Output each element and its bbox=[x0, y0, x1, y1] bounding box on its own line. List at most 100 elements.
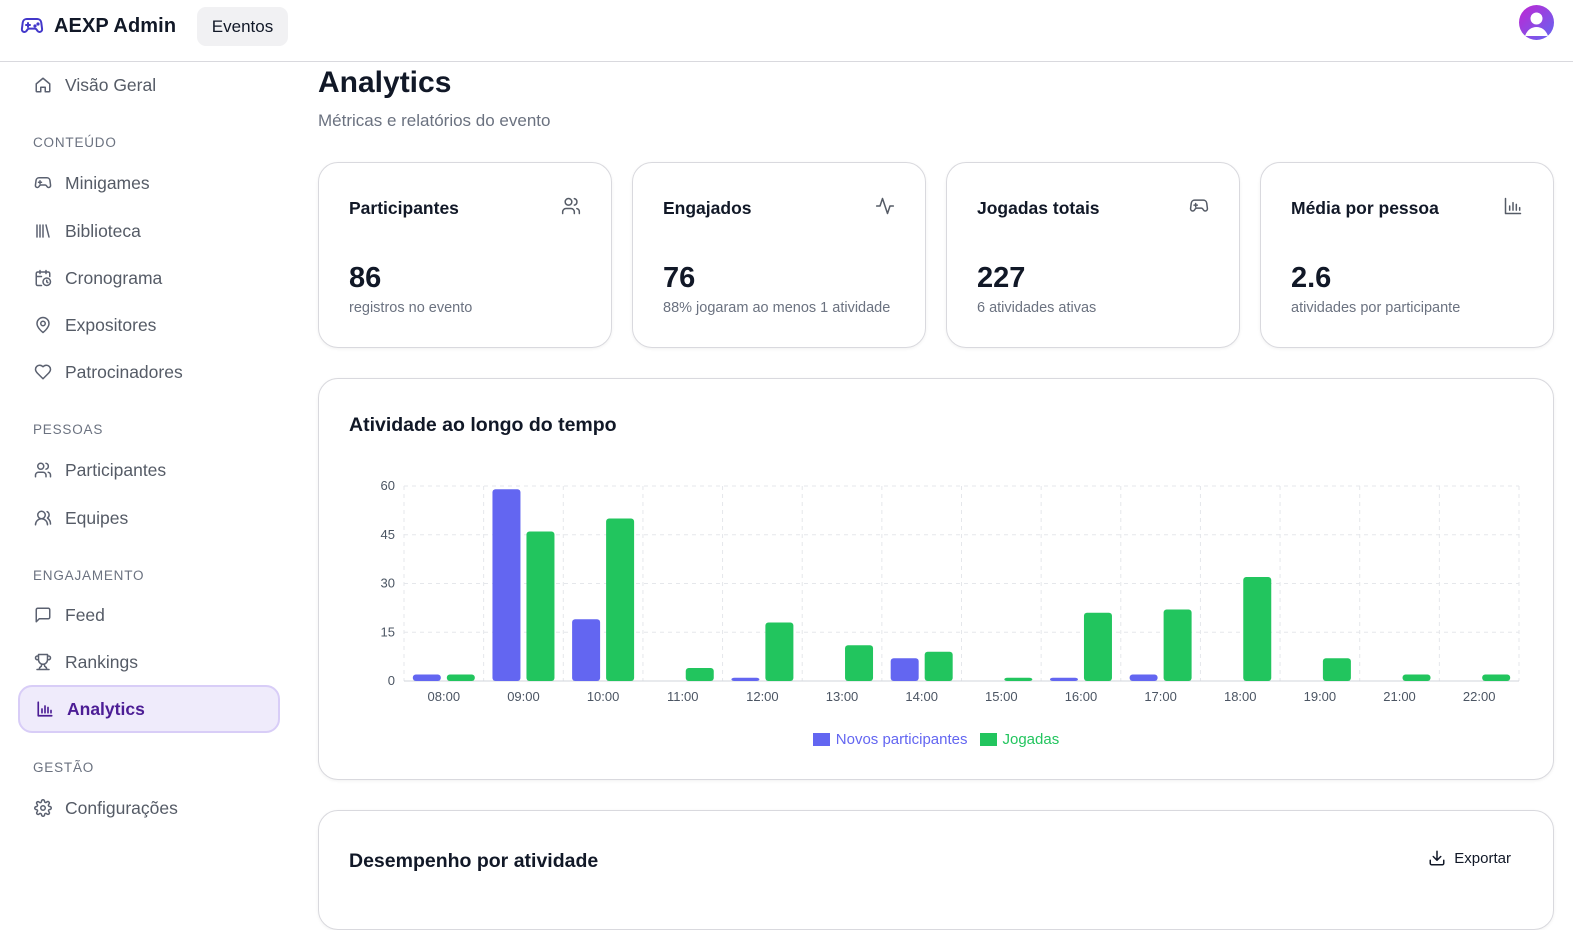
section-label-engajamento: ENGAJAMENTO bbox=[33, 568, 145, 583]
sidebar-item-label: Cronograma bbox=[65, 267, 163, 288]
stat-card-value: 76 bbox=[663, 262, 696, 294]
stat-card-participantes: Participantes 86 registros no evento bbox=[318, 162, 612, 348]
export-button[interactable]: Exportar bbox=[1428, 849, 1511, 867]
bar-novos-participantes bbox=[492, 489, 521, 681]
gamepad-icon bbox=[1189, 196, 1209, 216]
sidebar-item-cronograma[interactable]: Cronograma bbox=[18, 255, 280, 301]
x-tick-label: 15:00 bbox=[985, 689, 1018, 704]
sidebar-item-visao-geral[interactable]: Visão Geral bbox=[18, 62, 280, 108]
trophy-icon bbox=[34, 653, 52, 671]
sidebar-item-analytics[interactable]: Analytics bbox=[18, 685, 280, 733]
sidebar-item-label: Biblioteca bbox=[65, 220, 141, 241]
x-tick-label: 16:00 bbox=[1065, 689, 1098, 704]
sidebar-item-label: Rankings bbox=[65, 651, 138, 672]
top-bar: AEXP Admin Eventos bbox=[0, 0, 1573, 62]
sidebar-item-equipes[interactable]: Equipes bbox=[18, 495, 280, 541]
bar-jogadas bbox=[1163, 609, 1192, 681]
users-icon bbox=[34, 461, 52, 479]
x-tick-label: 18:00 bbox=[1224, 689, 1257, 704]
bar-jogadas bbox=[1004, 677, 1033, 681]
users-icon bbox=[561, 196, 581, 216]
legend-label: Novos participantes bbox=[835, 731, 968, 748]
stat-card-note: registros no evento bbox=[349, 300, 473, 316]
legend-item-jogadas[interactable]: Jogadas bbox=[979, 731, 1060, 748]
sidebar-item-label: Feed bbox=[65, 604, 105, 625]
avatar[interactable] bbox=[1519, 5, 1554, 40]
sidebar-item-label: Visão Geral bbox=[65, 74, 157, 95]
stat-card-title: Participantes bbox=[349, 198, 459, 218]
download-icon bbox=[1428, 849, 1446, 867]
y-tick-label: 30 bbox=[381, 576, 395, 591]
legend-swatch bbox=[812, 733, 830, 746]
map-pin-icon bbox=[34, 316, 52, 334]
x-tick-label: 17:00 bbox=[1144, 689, 1177, 704]
sidebar-item-label: Patrocinadores bbox=[65, 361, 183, 382]
library-icon bbox=[34, 222, 52, 240]
activity-icon bbox=[875, 196, 895, 216]
panel-title: Desempenho por atividade bbox=[349, 850, 599, 872]
bar-jogadas bbox=[1402, 674, 1431, 681]
page-title: Analytics bbox=[318, 66, 452, 99]
bar-novos-participantes bbox=[890, 658, 919, 681]
bar-novos-participantes bbox=[1129, 674, 1158, 681]
section-label-pessoas: PESSOAS bbox=[33, 422, 104, 437]
bar-novos-participantes bbox=[572, 619, 601, 681]
brand[interactable]: AEXP Admin bbox=[20, 14, 176, 38]
sidebar-item-participantes[interactable]: Participantes bbox=[18, 447, 280, 493]
x-tick-label: 10:00 bbox=[587, 689, 620, 704]
y-tick-label: 15 bbox=[381, 624, 395, 639]
section-label-conteudo: CONTEÚDO bbox=[33, 135, 117, 150]
tab-eventos[interactable]: Eventos bbox=[197, 7, 288, 46]
user-avatar-icon bbox=[1525, 12, 1548, 36]
stat-card-value: 86 bbox=[349, 262, 382, 294]
gamepad-icon bbox=[34, 174, 52, 192]
bar-jogadas bbox=[845, 645, 874, 681]
activity-chart-panel: Atividade ao longo do tempo 0 15 30 45 60 08:… bbox=[318, 378, 1554, 780]
stat-card-jogadas-totais: Jogadas totais 227 6 atividades ativas bbox=[946, 162, 1240, 348]
bar-jogadas bbox=[606, 518, 635, 681]
stat-card-title: Média por pessoa bbox=[1291, 198, 1439, 218]
sidebar-item-configuracoes[interactable]: Configurações bbox=[18, 785, 280, 831]
stat-card-media-por-pessoa: Média por pessoa 2.6 atividades por part… bbox=[1260, 162, 1554, 348]
performance-panel: Desempenho por atividade Exportar bbox=[318, 810, 1554, 930]
page-subtitle: Métricas e relatórios do evento bbox=[318, 111, 551, 130]
stat-card-note: 88% jogaram ao menos 1 atividade bbox=[663, 300, 891, 316]
message-square-icon bbox=[34, 606, 52, 624]
home-icon bbox=[34, 76, 52, 94]
sidebar-item-feed[interactable]: Feed bbox=[18, 592, 280, 638]
bar-jogadas bbox=[924, 651, 953, 681]
sidebar-item-minigames[interactable]: Minigames bbox=[18, 160, 280, 206]
sidebar-item-label: Equipes bbox=[65, 507, 129, 528]
sidebar-item-label: Expositores bbox=[65, 314, 157, 335]
sidebar-item-patrocinadores[interactable]: Patrocinadores bbox=[18, 349, 280, 395]
bar-jogadas bbox=[1482, 674, 1511, 681]
x-tick-label: 22:00 bbox=[1463, 689, 1496, 704]
sidebar-item-biblioteca[interactable]: Biblioteca bbox=[18, 208, 280, 254]
sidebar-item-label: Participantes bbox=[65, 459, 167, 480]
stat-card-note: 6 atividades ativas bbox=[977, 300, 1097, 316]
section-label-gestao: GESTÃO bbox=[33, 760, 95, 775]
stat-card-value: 2.6 bbox=[1291, 262, 1332, 294]
y-tick-label: 45 bbox=[381, 527, 395, 542]
legend-item-novos[interactable]: Novos participantes bbox=[812, 731, 968, 748]
sidebar-item-label: Minigames bbox=[65, 172, 150, 193]
bar-jogadas bbox=[1243, 577, 1272, 681]
y-tick-label: 60 bbox=[381, 478, 395, 493]
legend-swatch bbox=[979, 733, 997, 746]
y-tick-label: 0 bbox=[388, 673, 395, 688]
x-tick-label: 14:00 bbox=[905, 689, 938, 704]
legend-label: Jogadas bbox=[1002, 731, 1060, 748]
stat-card-title: Jogadas totais bbox=[977, 198, 1100, 218]
stat-card-title: Engajados bbox=[663, 198, 752, 218]
activity-bar-chart: 0 15 30 45 60 08:00 09:00 10:00 11:00 12:00 13:00 1… bbox=[381, 478, 1520, 704]
x-tick-label: 12:00 bbox=[746, 689, 779, 704]
gamepad-logo-icon bbox=[20, 14, 44, 38]
panel-title: Atividade ao longo do tempo bbox=[349, 414, 617, 436]
sidebar-item-rankings[interactable]: Rankings bbox=[18, 639, 280, 685]
export-label: Exportar bbox=[1454, 849, 1511, 867]
bar-chart-icon bbox=[1503, 196, 1523, 216]
sidebar-item-expositores[interactable]: Expositores bbox=[18, 302, 280, 348]
bar-novos-participantes bbox=[412, 674, 441, 681]
x-tick-label: 11:00 bbox=[667, 689, 699, 704]
sidebar-item-label: Analytics bbox=[67, 698, 145, 719]
